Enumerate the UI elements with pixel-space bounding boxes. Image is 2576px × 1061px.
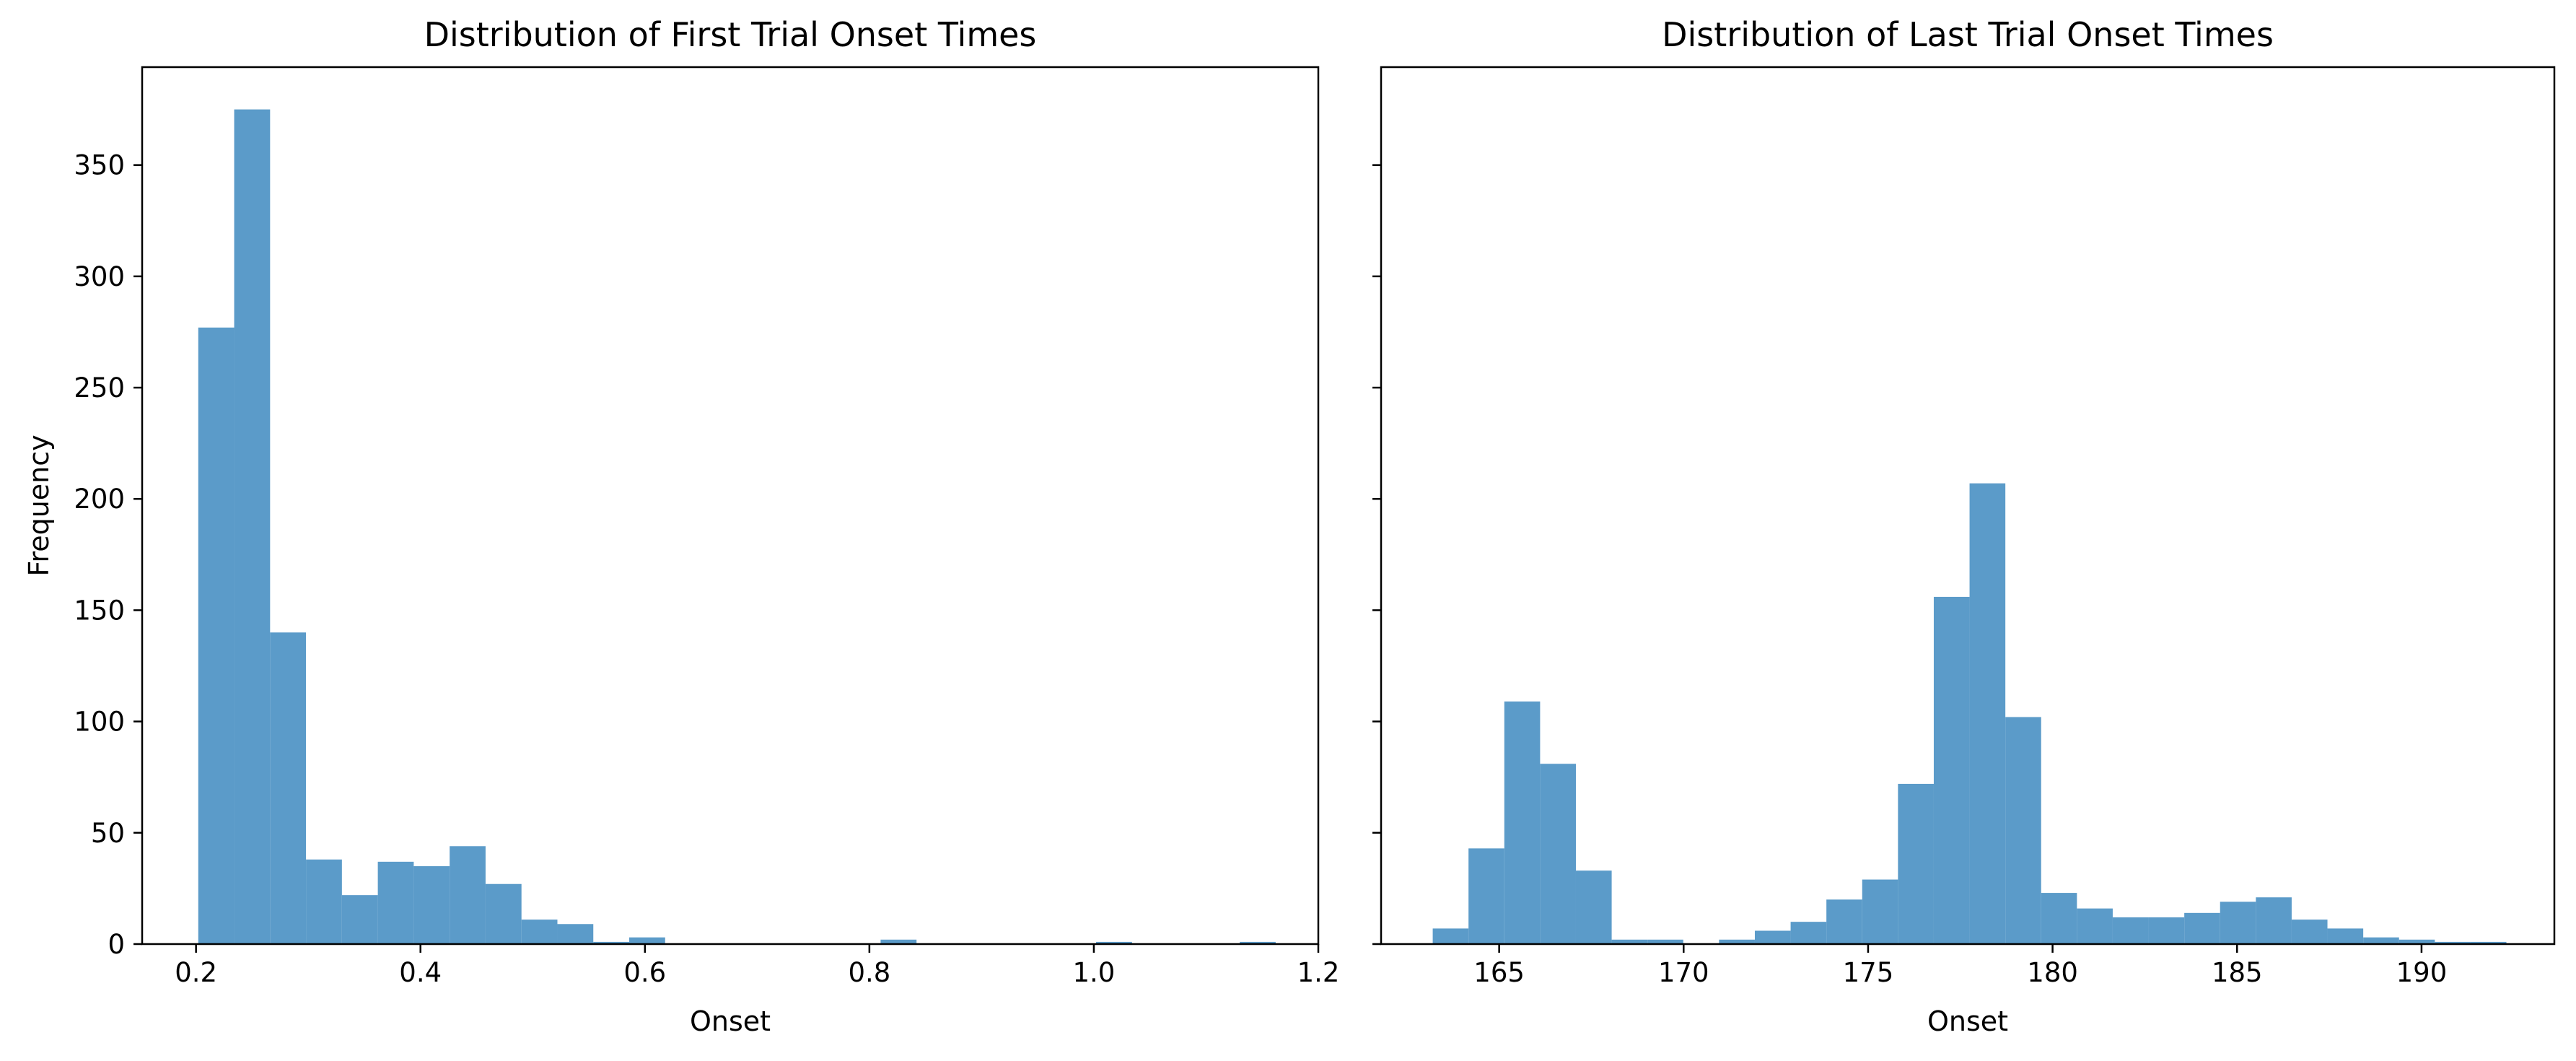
histogram-bar [2184, 912, 2220, 944]
x-axis-label: Onset [690, 1005, 771, 1037]
histogram-bar [1754, 930, 1791, 944]
histogram-bar [450, 846, 486, 944]
y-tick-label: 0 [108, 929, 125, 960]
x-tick-label: 1.0 [1073, 957, 1116, 988]
histogram-bar [234, 109, 271, 945]
y-tick-label: 100 [74, 707, 125, 738]
histogram-bar [521, 920, 558, 944]
x-tick-label: 185 [2212, 957, 2263, 988]
x-tick-label: 170 [1658, 957, 1709, 988]
chart-title: Distribution of First Trial Onset Times [424, 15, 1037, 54]
histogram-bar [2363, 937, 2399, 944]
histogram-bar [1647, 939, 1683, 944]
y-tick-label: 50 [91, 818, 125, 849]
histogram-bar [2005, 717, 2041, 944]
histogram-bar [1575, 870, 1612, 944]
y-tick-label: 250 [74, 372, 125, 403]
y-tick-label: 150 [74, 595, 125, 626]
x-axis-label: Onset [1927, 1005, 2008, 1037]
histogram-bar [1862, 879, 1898, 944]
histogram-bar [880, 939, 917, 944]
x-tick-label: 165 [1473, 957, 1525, 988]
plot-frame [1380, 66, 2556, 946]
histogram-bar [341, 895, 378, 944]
x-tick-label: 190 [2396, 957, 2448, 988]
histogram-bar [306, 859, 342, 944]
histogram-bar [557, 924, 594, 944]
histogram-bar [1240, 941, 1276, 944]
histogram-bar [2220, 901, 2256, 944]
histogram-bar [2435, 941, 2471, 944]
histogram-bar [270, 632, 307, 944]
histogram-bar [2148, 917, 2185, 944]
histogram-bar [2327, 928, 2364, 944]
histogram-bar [629, 937, 665, 944]
plot-frame [141, 66, 1320, 946]
y-axis-label: Frequency [23, 435, 55, 576]
histogram-bar [485, 883, 522, 944]
histogram-bar [1468, 848, 1504, 944]
histogram-bar [1611, 939, 1648, 944]
x-tick-label: 0.8 [848, 957, 890, 988]
x-tick-label: 1.2 [1297, 957, 1340, 988]
histogram-bar [1790, 922, 1827, 944]
histogram-bar [1719, 939, 1755, 944]
histogram-bar [1933, 596, 1970, 944]
histogram-bar [2470, 941, 2507, 944]
histogram-bar [413, 866, 450, 944]
histogram-bar [1540, 764, 1576, 944]
histogram-bar [2112, 917, 2149, 944]
histogram-bar [198, 327, 235, 944]
y-tick-label: 350 [74, 150, 125, 181]
histogram-bar [377, 861, 414, 944]
histogram-bar [2291, 920, 2328, 944]
x-tick-label: 0.6 [623, 957, 666, 988]
x-tick-label: 180 [2027, 957, 2078, 988]
x-tick-label: 0.4 [399, 957, 442, 988]
histogram-bar [1826, 899, 1862, 944]
y-tick-label: 200 [74, 484, 125, 515]
histogram-bar [593, 941, 630, 944]
histogram-bar [1969, 483, 2006, 944]
histogram-bar [2041, 893, 2077, 944]
x-tick-label: 175 [1843, 957, 1894, 988]
histogram-bar [1504, 701, 1541, 944]
y-tick-label: 300 [74, 261, 125, 292]
x-tick-label: 0.2 [175, 957, 217, 988]
histogram-bar [2077, 908, 2113, 944]
histogram-bar [2256, 897, 2292, 944]
chart-title: Distribution of Last Trial Onset Times [1662, 15, 2274, 54]
histogram-bar [1096, 941, 1132, 944]
histogram-bar [2398, 939, 2435, 944]
histogram-bar [1898, 783, 1934, 944]
histogram-bar [1432, 928, 1469, 944]
